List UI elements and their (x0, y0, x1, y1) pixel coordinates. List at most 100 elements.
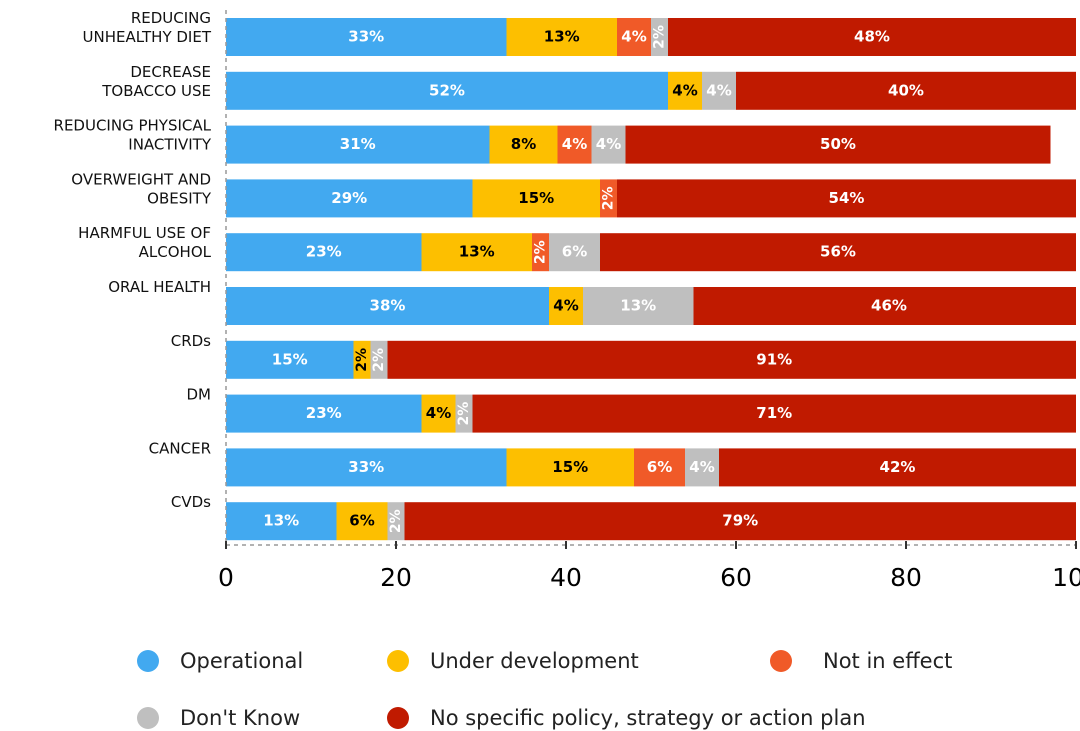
x-tick-label: 20 (380, 563, 412, 592)
value-label: 79% (722, 512, 758, 530)
bar-segment (336, 502, 388, 541)
value-label: 23% (306, 404, 342, 422)
value-label: 15% (552, 458, 588, 476)
value-label: 13% (620, 297, 656, 315)
category-label: CRDs (171, 331, 211, 349)
value-label: 2% (652, 25, 668, 49)
bar-segment (226, 394, 422, 433)
value-label: 46% (871, 297, 907, 315)
category-label: OVERWEIGHT AND OBESITY (71, 170, 212, 207)
category-label: DECREASE TOBACCO USE (101, 62, 211, 99)
value-label: 48% (854, 28, 890, 46)
value-label: 2% (354, 348, 370, 372)
bar-segment (387, 340, 1076, 379)
value-label: 40% (888, 81, 924, 99)
value-label: 13% (544, 28, 580, 46)
bar-segment (226, 448, 507, 487)
value-label: 15% (272, 350, 308, 368)
bar-segment (557, 125, 592, 164)
value-label: 29% (331, 189, 367, 207)
bar-segment (634, 448, 685, 487)
category-label: DM (187, 385, 212, 403)
value-label: 56% (820, 243, 856, 261)
bar-segment (226, 340, 354, 379)
category-label: ORAL HEALTH (108, 278, 211, 296)
bar-segment (549, 287, 583, 325)
bar-segment (226, 287, 549, 325)
bar-segment (226, 233, 422, 272)
value-label: 33% (348, 28, 384, 46)
bar-segment (668, 18, 1076, 56)
value-label: 23% (306, 243, 342, 261)
bar-segment (617, 18, 651, 56)
bar-segment (421, 233, 532, 272)
bar-segment (226, 502, 337, 541)
value-label: 4% (426, 404, 451, 422)
value-label: 4% (562, 135, 587, 153)
x-tick-label: 40 (550, 563, 582, 592)
value-label: 4% (621, 28, 646, 46)
value-label: 4% (553, 297, 578, 315)
value-label: 38% (370, 297, 406, 315)
category-label: CANCER (149, 439, 211, 457)
legend-swatch (387, 707, 409, 729)
value-label: 71% (756, 404, 792, 422)
value-label: 2% (371, 348, 387, 372)
bar-segment (370, 340, 388, 379)
value-label: 2% (533, 240, 549, 264)
bar-segment (617, 179, 1076, 218)
legend-swatch (137, 707, 159, 729)
bar-segment (600, 179, 617, 218)
value-label: 2% (456, 402, 472, 426)
bar-segment (736, 71, 1076, 110)
bar-segment (549, 233, 600, 272)
bar-segment (472, 394, 1076, 433)
bar-segment (506, 18, 617, 56)
legend-swatch (387, 650, 409, 672)
plot-area: 33% 13% 4% 2% 48% 52% 4% 4% 40% 31% 8% 4% 4% 50% 29% 15… (226, 18, 1076, 541)
bar-segment (625, 125, 1051, 164)
value-label: 50% (820, 135, 856, 153)
x-tick-label: 100 (1052, 563, 1080, 592)
category-label: REDUCING UNHEALTHY DIET (83, 9, 212, 46)
value-label: 2% (388, 509, 404, 533)
value-label: 8% (511, 135, 536, 153)
bar-segment (226, 18, 507, 56)
value-label: 54% (829, 189, 865, 207)
bar-segment (591, 125, 626, 164)
bar-segment (489, 125, 558, 164)
value-label: 42% (880, 458, 916, 476)
legend-swatch (770, 650, 792, 672)
value-label: 6% (562, 243, 587, 261)
legend-label: No specific policy, strategy or action p… (430, 706, 866, 730)
category-label: CVDs (171, 493, 211, 511)
value-label: 33% (348, 458, 384, 476)
legend-label: Don't Know (180, 706, 300, 730)
x-tick-label: 80 (890, 563, 922, 592)
value-label: 6% (349, 512, 374, 530)
category-label: HARMFUL USE OF ALCOHOL (78, 224, 211, 261)
legend-label: Not in effect (823, 649, 952, 673)
value-label: 4% (706, 81, 731, 99)
bar-segment (600, 233, 1076, 272)
bar-segment (455, 394, 473, 433)
value-label: 15% (518, 189, 554, 207)
value-label: 13% (459, 243, 495, 261)
legend-label: Under development (430, 649, 639, 673)
bar-segment (685, 448, 719, 487)
legend-swatch (137, 650, 159, 672)
bar-segment (421, 394, 456, 433)
category-label: REDUCING PHYSICAL INACTIVITY (54, 116, 212, 153)
bar-segment (719, 448, 1076, 487)
value-label: 4% (689, 458, 714, 476)
bar-segment (387, 502, 405, 541)
bar-segment (226, 125, 490, 164)
value-label: 4% (596, 135, 621, 153)
x-tick-label: 0 (218, 563, 234, 592)
bar-segment (651, 18, 668, 56)
bar-segment (702, 71, 736, 110)
bar-segment (668, 71, 702, 110)
bar-segment (532, 233, 549, 272)
x-tick-label: 60 (720, 563, 752, 592)
